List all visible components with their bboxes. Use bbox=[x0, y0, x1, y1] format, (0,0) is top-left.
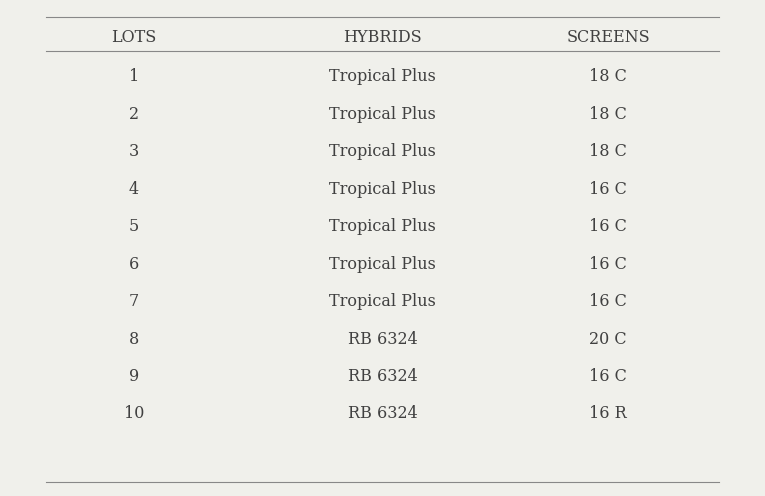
Text: 3: 3 bbox=[129, 143, 139, 160]
Text: 16 C: 16 C bbox=[589, 368, 627, 385]
Text: 2: 2 bbox=[129, 106, 139, 123]
Text: 16 C: 16 C bbox=[589, 255, 627, 273]
Text: RB 6324: RB 6324 bbox=[347, 330, 418, 348]
Text: 1: 1 bbox=[129, 68, 139, 85]
Text: Tropical Plus: Tropical Plus bbox=[329, 293, 436, 310]
Text: LOTS: LOTS bbox=[111, 29, 157, 46]
Text: Tropical Plus: Tropical Plus bbox=[329, 143, 436, 160]
Text: Tropical Plus: Tropical Plus bbox=[329, 255, 436, 273]
Text: 9: 9 bbox=[129, 368, 139, 385]
Text: Tropical Plus: Tropical Plus bbox=[329, 181, 436, 198]
Text: 18 C: 18 C bbox=[589, 106, 627, 123]
Text: RB 6324: RB 6324 bbox=[347, 368, 418, 385]
Text: 16 C: 16 C bbox=[589, 218, 627, 235]
Text: RB 6324: RB 6324 bbox=[347, 405, 418, 423]
Text: 8: 8 bbox=[129, 330, 139, 348]
Text: 20 C: 20 C bbox=[589, 330, 627, 348]
Text: Tropical Plus: Tropical Plus bbox=[329, 106, 436, 123]
Text: 18 C: 18 C bbox=[589, 68, 627, 85]
Text: 4: 4 bbox=[129, 181, 139, 198]
Text: 5: 5 bbox=[129, 218, 139, 235]
Text: 18 C: 18 C bbox=[589, 143, 627, 160]
Text: 16 R: 16 R bbox=[589, 405, 627, 423]
Text: 16 C: 16 C bbox=[589, 293, 627, 310]
Text: Tropical Plus: Tropical Plus bbox=[329, 68, 436, 85]
Text: Tropical Plus: Tropical Plus bbox=[329, 218, 436, 235]
Text: 10: 10 bbox=[124, 405, 144, 423]
Text: 16 C: 16 C bbox=[589, 181, 627, 198]
Text: SCREENS: SCREENS bbox=[566, 29, 650, 46]
Text: 7: 7 bbox=[129, 293, 139, 310]
Text: 6: 6 bbox=[129, 255, 139, 273]
Text: HYBRIDS: HYBRIDS bbox=[343, 29, 422, 46]
